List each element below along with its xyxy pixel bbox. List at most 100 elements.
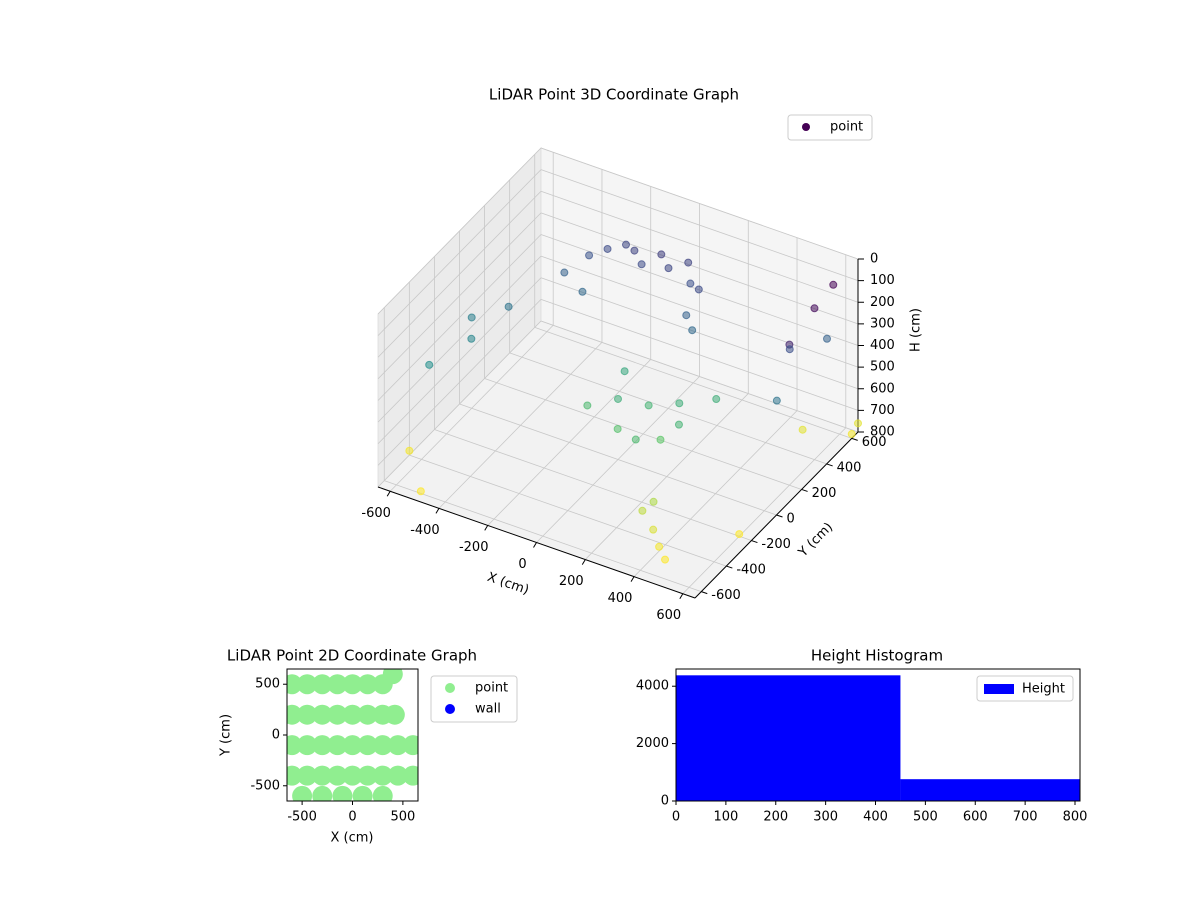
point (661, 555, 670, 564)
point (622, 240, 630, 249)
point (810, 304, 819, 313)
point (772, 396, 781, 405)
x-tick-label: -200 (459, 540, 489, 555)
point (585, 251, 594, 260)
y-tick-label: -400 (736, 563, 766, 578)
grid-line (434, 429, 752, 541)
grid-line (534, 327, 852, 439)
point (342, 765, 363, 786)
y-tick-label: 600 (862, 435, 887, 450)
z-tick-label: 800 (870, 425, 895, 440)
point (332, 785, 353, 801)
point (312, 674, 333, 695)
grid-line (377, 277, 542, 445)
y-tick-label: 200 (812, 486, 837, 501)
x-axis-label: X (cm) (331, 831, 374, 846)
point (297, 674, 318, 695)
point (467, 313, 476, 322)
point (297, 765, 318, 786)
point (657, 250, 666, 259)
point (614, 394, 622, 403)
axes-frame (675, 668, 1081, 802)
x-tick-label: 500 (390, 810, 415, 825)
point (327, 735, 348, 756)
point (467, 334, 476, 343)
chart-title: LiDAR Point 2D Coordinate Graph (227, 647, 477, 665)
legend-box (787, 114, 873, 141)
point (342, 674, 363, 695)
grid-line (540, 277, 859, 390)
point (684, 258, 693, 267)
x-tick-label: 600 (963, 810, 988, 825)
point (287, 704, 303, 725)
point (686, 279, 695, 288)
grid-line (377, 212, 542, 380)
x-tick-label: 300 (813, 810, 838, 825)
grid-line (540, 147, 859, 260)
point (372, 735, 393, 756)
grid-line (459, 403, 777, 516)
y-tick-label: 400 (837, 460, 862, 475)
grid-line (540, 255, 859, 368)
point (675, 399, 684, 408)
point (735, 530, 744, 539)
point (402, 735, 418, 756)
x-tick-label: 600 (656, 608, 681, 623)
grid-line (377, 147, 542, 315)
x-tick (679, 593, 684, 599)
point (603, 244, 612, 253)
legend-marker (984, 684, 1014, 694)
point (372, 765, 393, 786)
y-tick (826, 463, 833, 467)
point (357, 674, 378, 695)
grid-line (509, 352, 827, 465)
y-tick (751, 540, 758, 544)
point (854, 419, 862, 428)
bar (676, 675, 901, 801)
point (312, 785, 333, 801)
grid-line (377, 320, 542, 488)
point (297, 735, 318, 756)
point (649, 497, 658, 506)
point (292, 785, 313, 801)
x-tick (533, 542, 537, 548)
point (620, 367, 629, 376)
grid-line (377, 169, 542, 336)
point (674, 420, 683, 429)
y-tick (701, 591, 708, 595)
point (312, 765, 333, 786)
z-tick-label: 100 (870, 273, 895, 288)
point (644, 401, 653, 410)
point (694, 285, 703, 294)
grid-line (540, 298, 859, 411)
y-tick (776, 514, 783, 518)
x-tick-label: -400 (410, 523, 440, 538)
legend-label: wall (475, 702, 501, 717)
point (656, 435, 665, 444)
x-tick-label: 800 (1063, 810, 1088, 825)
z-axis-label: H (cm) (909, 308, 924, 352)
point (637, 260, 646, 269)
grid-line (540, 212, 859, 325)
point (352, 785, 373, 801)
grid-line (540, 169, 859, 282)
x-axis-label: X (cm) (485, 570, 531, 598)
x-tick (581, 559, 586, 565)
x-tick-label: 500 (913, 810, 938, 825)
x-tick (386, 491, 391, 497)
bar (900, 779, 1080, 801)
point (425, 360, 434, 369)
point (357, 735, 378, 756)
point (357, 765, 378, 786)
point (630, 246, 639, 255)
point (631, 435, 640, 444)
grid-line (377, 234, 542, 401)
x-tick (484, 525, 489, 531)
z-tick-label: 400 (870, 338, 895, 353)
z-tick-label: 0 (870, 252, 878, 267)
y-tick-label: 500 (255, 677, 280, 692)
point (798, 425, 807, 434)
chart-title: LiDAR Point 3D Coordinate Graph (489, 86, 739, 104)
point (297, 704, 318, 725)
y-axis-label: Y (cm) (219, 714, 234, 757)
